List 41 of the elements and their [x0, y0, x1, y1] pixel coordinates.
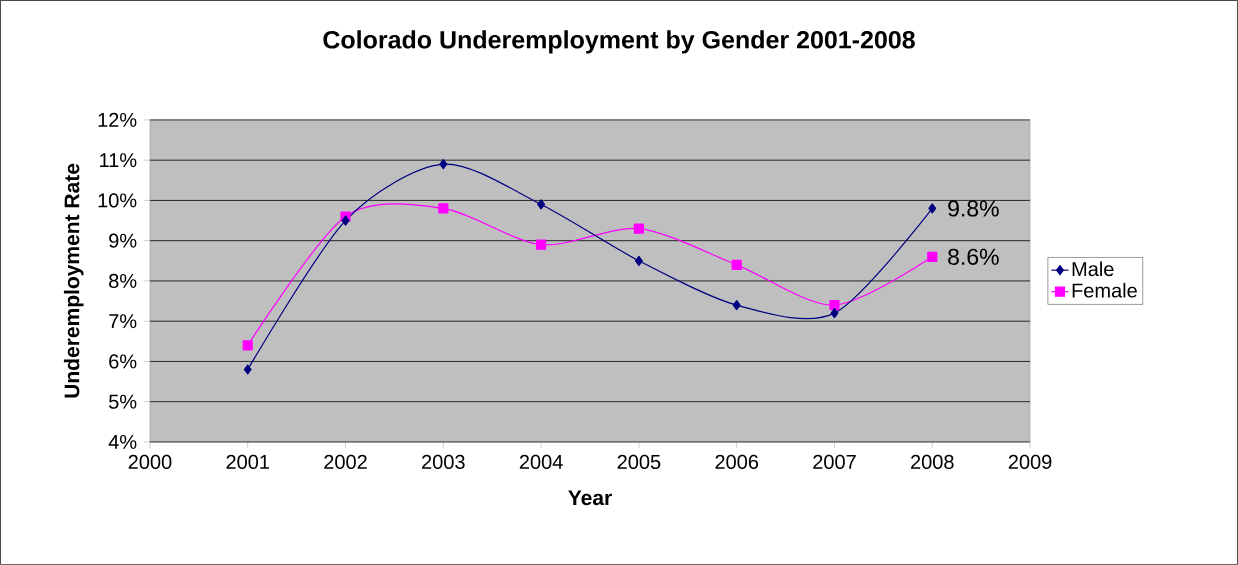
- y-tick-label: 7%: [109, 314, 137, 329]
- chart-title: Colorado Underemployment by Gender 2001-2008: [323, 30, 915, 54]
- point: [829, 300, 840, 311]
- y-tick-label: 5%: [109, 394, 137, 409]
- x-tick-label: 2007: [813, 454, 856, 470]
- x-tick-label: 2006: [715, 454, 759, 470]
- point: [439, 159, 448, 170]
- point: [928, 203, 937, 214]
- y-tick-label: 10%: [98, 193, 137, 208]
- x-tick-label: 2009: [1008, 454, 1052, 470]
- x-tick-label: 2008: [911, 454, 954, 470]
- y-tick-label: 6%: [109, 354, 137, 369]
- y-tick-label: 11%: [100, 153, 137, 168]
- point: [633, 223, 644, 234]
- point: [242, 340, 253, 351]
- annotation: 9.8%: [948, 200, 999, 217]
- annotation: 8.6%: [948, 248, 999, 265]
- point: [634, 255, 643, 266]
- legend-label: Male: [1072, 261, 1114, 277]
- point: [732, 300, 741, 311]
- point: [537, 199, 546, 210]
- point: [830, 308, 839, 319]
- x-tick-label: 2000: [128, 454, 172, 470]
- y-tick-label: 9%: [109, 233, 137, 248]
- y-axis-title: Underemployment Rate: [63, 163, 84, 398]
- x-tick-label: 2004: [519, 454, 563, 470]
- x-tick-label: 2005: [617, 454, 661, 470]
- x-axis-title: Year: [568, 490, 612, 506]
- y-tick-label: 4%: [108, 435, 137, 450]
- point: [438, 203, 449, 214]
- point: [927, 251, 938, 262]
- point: [536, 239, 547, 250]
- legend-label: Female: [1072, 282, 1137, 298]
- y-tick-label: 8%: [109, 273, 137, 289]
- point: [341, 215, 350, 226]
- x-tick-label: 2003: [422, 454, 465, 470]
- x-tick-label: 2001: [226, 454, 269, 470]
- y-tick-label: 12%: [98, 112, 137, 128]
- x-tick-label: 2002: [324, 454, 367, 470]
- point: [731, 259, 742, 270]
- point: [243, 364, 252, 375]
